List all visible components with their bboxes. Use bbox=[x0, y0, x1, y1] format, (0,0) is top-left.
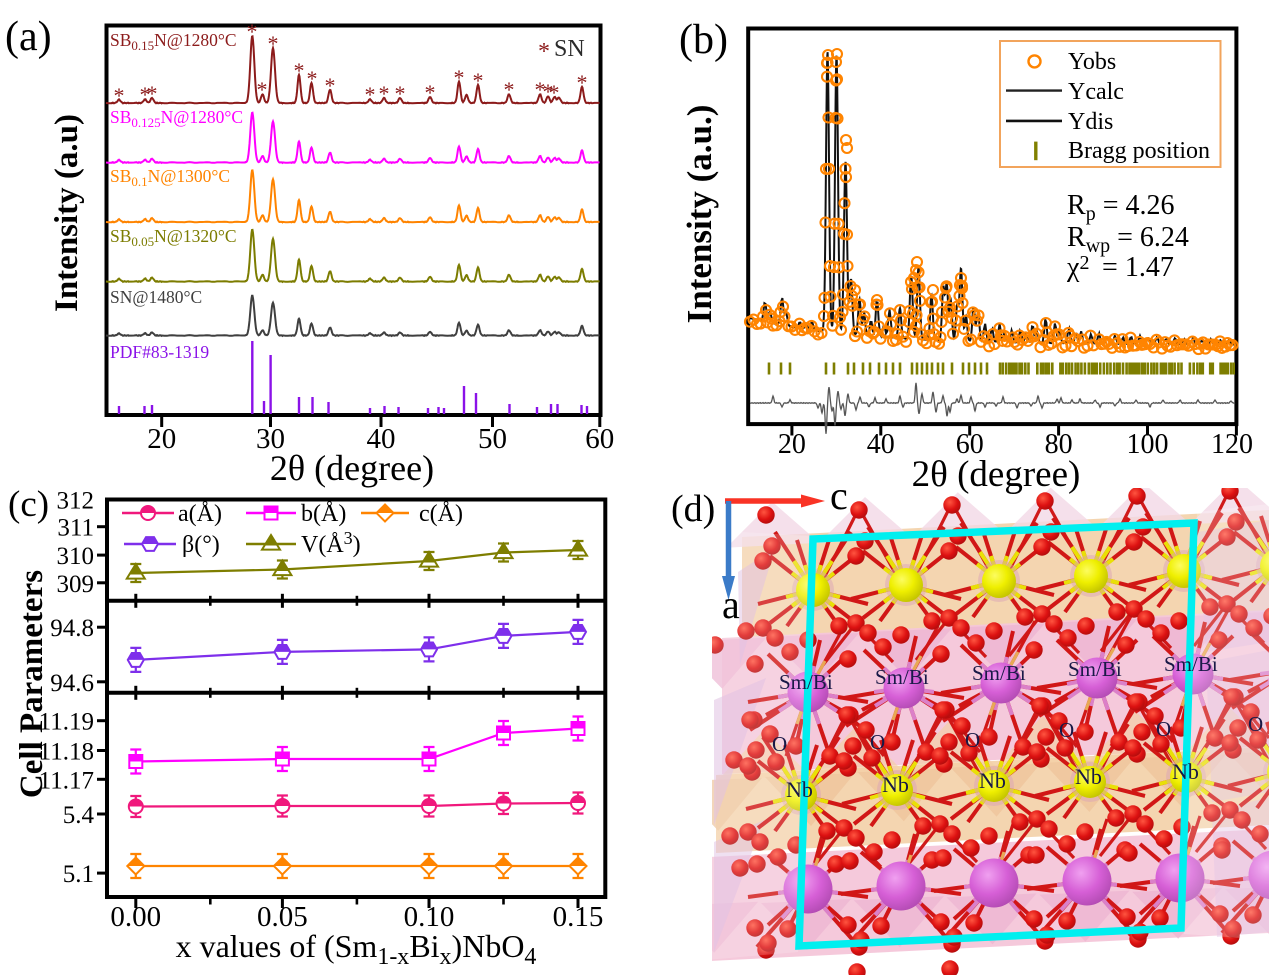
svg-text:Sm/Bi: Sm/Bi bbox=[875, 665, 929, 689]
svg-text:Sm/Bi: Sm/Bi bbox=[972, 661, 1026, 685]
svg-text:60: 60 bbox=[956, 429, 984, 460]
svg-text:*: * bbox=[549, 80, 560, 105]
svg-text:11.17: 11.17 bbox=[39, 767, 94, 794]
svg-text:11.18: 11.18 bbox=[39, 739, 94, 766]
svg-text:*: * bbox=[454, 65, 465, 90]
svg-text:30: 30 bbox=[256, 423, 285, 455]
svg-text:χ2 = 1.47: χ2 = 1.47 bbox=[1066, 252, 1174, 283]
svg-text:50: 50 bbox=[478, 423, 507, 455]
svg-text:*: * bbox=[425, 80, 436, 105]
svg-text:SN: SN bbox=[554, 36, 585, 62]
svg-text:309: 309 bbox=[57, 571, 95, 598]
svg-text:Nb: Nb bbox=[786, 777, 813, 802]
svg-text:Nb: Nb bbox=[1075, 764, 1102, 789]
svg-text:Cell Parameters: Cell Parameters bbox=[14, 570, 50, 798]
svg-text:Rp = 4.26: Rp = 4.26 bbox=[1067, 190, 1174, 225]
svg-text:(a): (a) bbox=[5, 14, 52, 60]
svg-text:0.15: 0.15 bbox=[553, 901, 604, 933]
svg-text:80: 80 bbox=[1045, 429, 1073, 460]
svg-text:*: * bbox=[257, 77, 268, 102]
svg-text:SB0.1N@1300°C: SB0.1N@1300°C bbox=[110, 166, 230, 189]
svg-text:94.6: 94.6 bbox=[50, 670, 94, 697]
svg-text:(d): (d) bbox=[671, 488, 715, 530]
svg-text:O: O bbox=[772, 732, 787, 756]
svg-text:*: * bbox=[147, 81, 158, 106]
svg-text:SB0.125N@1280°C: SB0.125N@1280°C bbox=[110, 107, 243, 130]
svg-text:*: * bbox=[543, 79, 554, 104]
svg-text:*: * bbox=[504, 77, 515, 102]
svg-text:Ycalc: Ycalc bbox=[1068, 79, 1124, 105]
svg-text:Intensity (a.u): Intensity (a.u) bbox=[49, 114, 85, 312]
svg-text:0.05: 0.05 bbox=[257, 901, 308, 933]
svg-text:100: 100 bbox=[1127, 429, 1169, 460]
svg-text:Ydis: Ydis bbox=[1068, 109, 1113, 135]
svg-text:Yobs: Yobs bbox=[1068, 49, 1116, 75]
svg-text:*: * bbox=[247, 19, 258, 44]
svg-text:*: * bbox=[379, 81, 390, 106]
svg-text:SB0.05N@1320°C: SB0.05N@1320°C bbox=[110, 226, 237, 249]
svg-text:SN@1480°C: SN@1480°C bbox=[110, 287, 202, 307]
svg-text:60: 60 bbox=[585, 423, 614, 455]
svg-text:O: O bbox=[1248, 712, 1263, 736]
svg-text:a: a bbox=[722, 582, 740, 627]
svg-text:*: * bbox=[473, 68, 484, 93]
svg-text:*: * bbox=[577, 70, 588, 95]
svg-text:5.4: 5.4 bbox=[63, 802, 95, 829]
svg-text:2θ (degree): 2θ (degree) bbox=[912, 454, 1081, 495]
svg-text:(b): (b) bbox=[679, 17, 728, 63]
svg-text:*: * bbox=[535, 77, 546, 102]
svg-text:a(Å): a(Å) bbox=[178, 501, 222, 527]
svg-text:O: O bbox=[1156, 717, 1171, 741]
svg-text:40: 40 bbox=[867, 429, 895, 460]
svg-text:311: 311 bbox=[57, 515, 94, 542]
svg-text:94.8: 94.8 bbox=[50, 615, 94, 642]
svg-text:PDF#83-1319: PDF#83-1319 bbox=[110, 342, 209, 362]
svg-text:11.19: 11.19 bbox=[39, 709, 94, 736]
svg-text:Bragg position: Bragg position bbox=[1068, 138, 1210, 164]
svg-text:Intensity (a.u.): Intensity (a.u.) bbox=[680, 105, 719, 324]
svg-text:312: 312 bbox=[57, 488, 95, 515]
svg-text:b(Å): b(Å) bbox=[301, 501, 346, 527]
svg-text:Sm/Bi: Sm/Bi bbox=[779, 670, 833, 694]
svg-text:20: 20 bbox=[147, 423, 176, 455]
svg-text:*: * bbox=[538, 39, 550, 65]
svg-text:*: * bbox=[365, 82, 376, 107]
svg-text:Nb: Nb bbox=[1172, 759, 1199, 784]
svg-text:120: 120 bbox=[1211, 429, 1253, 460]
svg-text:40: 40 bbox=[367, 423, 396, 455]
svg-text:SB0.15N@1280°C: SB0.15N@1280°C bbox=[110, 30, 237, 53]
svg-text:*: * bbox=[268, 31, 279, 56]
svg-text:O: O bbox=[1059, 718, 1074, 742]
svg-text:2θ (degree): 2θ (degree) bbox=[270, 448, 434, 488]
svg-text:20: 20 bbox=[778, 429, 806, 460]
svg-text:0.00: 0.00 bbox=[110, 901, 161, 933]
svg-text:O: O bbox=[965, 728, 980, 752]
svg-text:Sm/Bi: Sm/Bi bbox=[1068, 657, 1122, 681]
svg-text:Sm/Bi: Sm/Bi bbox=[1164, 652, 1218, 676]
svg-text:5.1: 5.1 bbox=[63, 861, 94, 888]
svg-text:*: * bbox=[114, 83, 125, 108]
svg-text:0.10: 0.10 bbox=[404, 901, 455, 933]
svg-text:*: * bbox=[307, 66, 318, 91]
svg-text:310: 310 bbox=[57, 543, 95, 570]
svg-text:(c): (c) bbox=[8, 484, 49, 525]
svg-text:V(Å3): V(Å3) bbox=[301, 528, 361, 558]
svg-text:*: * bbox=[140, 82, 151, 107]
svg-text:c: c bbox=[830, 473, 848, 518]
svg-text:*: * bbox=[325, 73, 336, 98]
svg-text:c(Å): c(Å) bbox=[419, 501, 463, 527]
svg-text:Nb: Nb bbox=[979, 768, 1006, 793]
svg-text:*: * bbox=[294, 58, 305, 83]
svg-text:β(°): β(°) bbox=[182, 532, 220, 558]
svg-text:*: * bbox=[395, 81, 406, 106]
svg-text:O: O bbox=[870, 730, 885, 754]
svg-text:x values of (Sm1-xBix)NbO4: x values of (Sm1-xBix)NbO4 bbox=[176, 928, 537, 970]
svg-text:Nb: Nb bbox=[882, 772, 909, 797]
